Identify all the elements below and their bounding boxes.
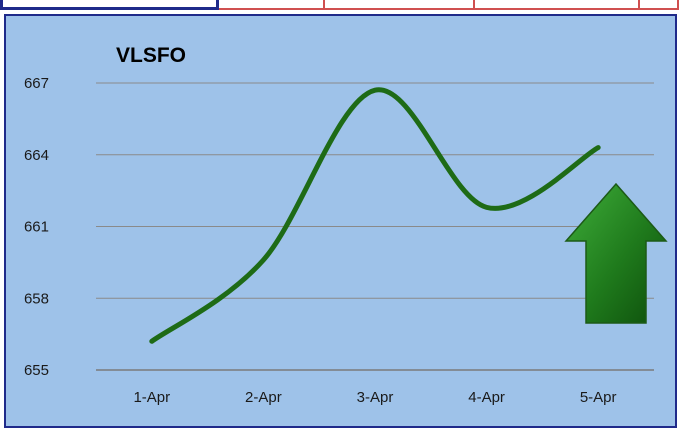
y-tick-label: 664 (24, 147, 49, 164)
y-tick-label: 655 (24, 362, 49, 379)
y-tick-label: 667 (24, 75, 49, 92)
spreadsheet-cell[interactable] (325, 0, 475, 10)
x-tick-label: 5-Apr (580, 389, 617, 406)
x-tick-label: 1-Apr (133, 389, 170, 406)
spreadsheet-cell[interactable] (475, 0, 640, 10)
y-tick-label: 661 (24, 219, 49, 236)
x-tick-label: 4-Apr (468, 389, 505, 406)
y-tick-label: 658 (24, 290, 49, 307)
x-tick-label: 3-Apr (357, 389, 394, 406)
spreadsheet-cell[interactable] (219, 0, 325, 10)
line-chart: VLSFO 655 658 661 664 667 1-Apr 2-Apr 3-Apr 4-A… (24, 44, 668, 406)
x-tick-label: 2-Apr (245, 389, 282, 406)
chart-panel[interactable]: VLSFO 655 658 661 664 667 1-Apr 2-Apr 3-Apr 4-A… (4, 14, 677, 428)
up-arrow-icon (564, 182, 668, 324)
series-line (149, 87, 601, 344)
spreadsheet-cell-strip (0, 0, 679, 12)
spreadsheet-cell[interactable] (640, 0, 679, 10)
chart-title: VLSFO (116, 44, 186, 67)
selected-cell[interactable] (0, 0, 219, 10)
